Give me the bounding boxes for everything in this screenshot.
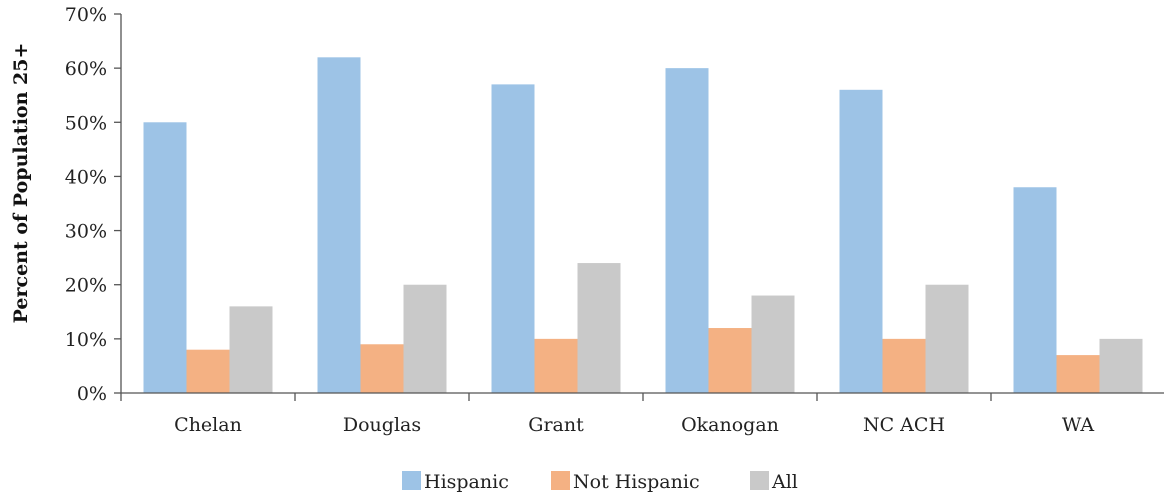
bar-hispanic — [317, 57, 361, 394]
bar-all — [577, 263, 621, 393]
bar-hispanic — [665, 68, 709, 394]
legend-swatch — [551, 471, 570, 490]
bar-not-hispanic — [534, 338, 578, 393]
y-tick-label: 50% — [65, 112, 107, 134]
x-category-label: Douglas — [343, 414, 421, 436]
y-tick-label: 30% — [65, 221, 107, 243]
y-tick-label: 40% — [65, 166, 107, 188]
bar-not-hispanic — [882, 338, 926, 393]
y-tick-label: 70% — [65, 4, 107, 26]
y-axis-ticks: 0% 10% 20% 30% 40% 50% 60% 70% — [65, 4, 121, 405]
bar-all — [925, 284, 969, 393]
legend-swatch — [402, 471, 421, 490]
bar-all — [229, 306, 273, 393]
y-tick-label: 60% — [65, 58, 107, 80]
x-category-label: NC ACH — [863, 414, 945, 436]
bar-hispanic — [491, 84, 535, 393]
x-category-label: WA — [1062, 414, 1095, 436]
x-axis: Chelan Douglas Grant Okanogan NC ACH WA — [120, 14, 1164, 436]
legend: Hispanic Not Hispanic All — [402, 471, 798, 493]
bar-not-hispanic — [360, 344, 404, 393]
y-axis-label: Percent of Population 25+ — [10, 43, 32, 324]
bar-not-hispanic — [708, 328, 752, 393]
bar-hispanic — [1013, 187, 1057, 393]
x-category-label: Chelan — [174, 414, 242, 436]
legend-label: Not Hispanic — [573, 471, 700, 493]
y-tick-label: 20% — [65, 275, 107, 297]
y-tick-label: 10% — [65, 329, 107, 351]
bar-all — [403, 284, 447, 393]
bar-hispanic — [143, 122, 187, 394]
x-category-label: Grant — [528, 414, 584, 436]
x-category-label: Okanogan — [681, 414, 779, 436]
bar-all — [751, 295, 795, 393]
bars — [143, 57, 1143, 394]
legend-swatch — [750, 471, 769, 490]
bar-not-hispanic — [186, 349, 230, 393]
bar-all — [1099, 338, 1143, 393]
bar-not-hispanic — [1056, 355, 1100, 393]
legend-label: All — [771, 471, 798, 493]
y-tick-label: 0% — [77, 383, 107, 405]
legend-label: Hispanic — [424, 471, 509, 493]
bar-hispanic — [839, 89, 883, 394]
